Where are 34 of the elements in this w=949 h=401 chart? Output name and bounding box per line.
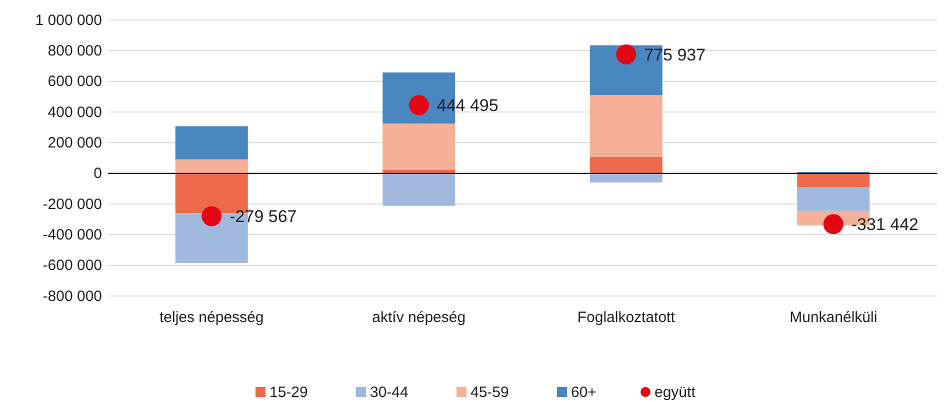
x-tick-label: aktív népeség	[372, 309, 466, 326]
bar	[175, 159, 248, 174]
y-tick-label: -200 000	[42, 196, 102, 213]
y-tick-label: 600 000	[48, 73, 102, 90]
bar	[590, 156, 662, 174]
x-tick-label: Munkanélküli	[790, 309, 878, 326]
bar	[797, 186, 870, 211]
data-label: -279 567	[230, 207, 297, 226]
bar	[382, 124, 456, 170]
point	[202, 206, 222, 226]
y-tick-label: 1 000 000	[35, 12, 102, 29]
legend-label: 30-44	[370, 384, 408, 401]
x-tick-label: teljes népesség	[160, 309, 264, 326]
legend-label: együtt	[654, 384, 696, 401]
y-tick-label: 200 000	[48, 134, 102, 152]
point	[616, 44, 636, 64]
point	[823, 214, 844, 234]
y-tick-label: -400 000	[42, 226, 102, 244]
bar	[797, 173, 870, 187]
data-label: -331 442	[851, 215, 918, 234]
x-tick-label: Foglalkoztatott	[577, 309, 676, 326]
bar	[382, 173, 456, 206]
y-tick-label: -800 000	[42, 288, 102, 305]
y-tick-label: 0	[94, 165, 102, 182]
y-tick-label: -600 000	[42, 257, 102, 274]
y-tick-label: 800 000	[48, 42, 102, 60]
legend-label: 45-59	[470, 384, 509, 401]
bar	[175, 126, 248, 160]
bar	[590, 95, 662, 157]
legend-label: 15-29	[270, 384, 308, 401]
bar	[382, 170, 456, 174]
legend-label: 60+	[571, 384, 597, 401]
y-tick-label: 400 000	[48, 104, 102, 121]
bar	[590, 173, 662, 183]
